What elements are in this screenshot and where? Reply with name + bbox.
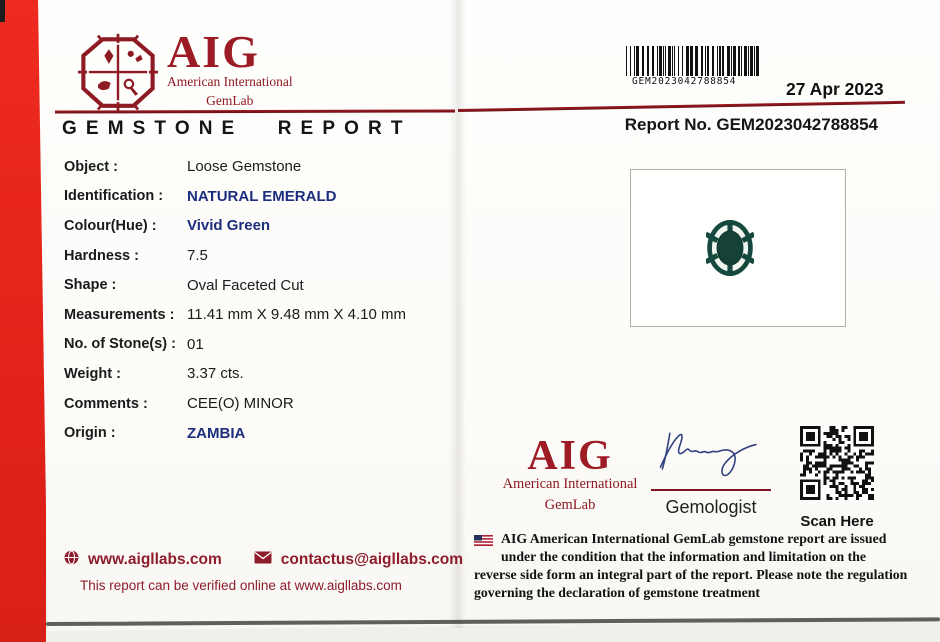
brand-name-line1: American International	[167, 74, 293, 89]
brand-name-line2: GemLab	[206, 93, 254, 108]
field-label: Identification :	[64, 188, 164, 205]
field-label: Colour(Hue) :	[64, 217, 157, 234]
brand-lockup-bottom: AIG American International GemLab	[488, 433, 652, 514]
field-value: NATURAL EMERALD	[187, 187, 337, 205]
brand-acronym: AIG	[527, 433, 613, 479]
field-row-origin: Origin : ZAMBIA	[64, 418, 456, 448]
field-label: Origin :	[64, 425, 116, 442]
field-label: Measurements :	[64, 306, 175, 323]
brand-name-line2: GemLab	[544, 497, 596, 513]
brand-acronym: AIG	[167, 26, 260, 77]
field-value: Vivid Green	[187, 217, 271, 235]
field-row-comments: Comments : CEE(O) MINOR	[64, 389, 456, 419]
field-row-identification: Identification : NATURAL EMERALD	[64, 182, 456, 212]
red-card-backing	[0, 0, 46, 642]
field-row-colour: Colour(Hue) : Vivid Green	[64, 211, 456, 241]
qr-block: Scan Here	[795, 426, 879, 530]
barcode-number: GEM2023042788854	[630, 76, 739, 87]
website-text: www.aigllabs.com	[88, 551, 222, 568]
field-label: Shape :	[64, 277, 117, 294]
barcode-bars	[626, 46, 759, 76]
email-text: contactus@aigllabs.com	[280, 551, 464, 568]
brand-name-line1: American International	[502, 476, 638, 492]
field-row-measurements: Measurements : 11.41 mm X 9.48 mm X 4.10…	[64, 300, 456, 330]
report-number: Report No. GEM2023042788854	[624, 115, 878, 134]
email-icon	[254, 551, 272, 569]
field-label: No. of Stone(s) :	[64, 336, 176, 353]
field-value: 11.41 mm X 9.48 mm X 4.10 mm	[187, 306, 406, 324]
field-label: Comments :	[64, 395, 148, 412]
field-row-weight: Weight : 3.37 cts.	[64, 359, 456, 389]
field-row-shape: Shape : Oval Faceted Cut	[64, 270, 456, 300]
verify-note: This report can be verified online at ww…	[80, 578, 402, 593]
field-row-object: Object : Loose Gemstone	[64, 152, 456, 182]
scan-edge-artifact	[0, 0, 5, 22]
field-value: Loose Gemstone	[187, 158, 302, 176]
signature-line	[651, 489, 771, 491]
field-value: 01	[187, 335, 204, 353]
contact-row: www.aigllabs.com contactus@aigllabs.com	[64, 550, 463, 570]
field-value: 7.5	[187, 247, 208, 265]
field-label: Object :	[64, 158, 118, 175]
field-value: CEE(O) MINOR	[187, 395, 294, 413]
gemologist-signature	[659, 432, 757, 477]
us-flag-icon	[474, 533, 493, 551]
field-label: Weight :	[64, 365, 121, 382]
gemstone-photo	[630, 169, 846, 327]
report-title: GEMSTONE REPORT	[62, 118, 412, 139]
disclaimer-body: AIG American International GemLab gemsto…	[474, 531, 908, 600]
field-value: 3.37 cts.	[187, 365, 244, 383]
report-date: 27 Apr 2023	[786, 79, 884, 99]
globe-icon	[64, 550, 79, 570]
disclaimer-text: AIG American International GemLab gemsto…	[474, 530, 908, 602]
field-value: Oval Faceted Cut	[187, 276, 304, 294]
emerald-gem-icon	[706, 220, 754, 276]
barcode: GEM2023042788854	[624, 46, 764, 87]
field-label: Hardness :	[64, 247, 139, 264]
qr-caption: Scan Here	[800, 513, 874, 530]
qr-code-icon	[800, 426, 874, 500]
brand-lockup-top: AIG American International GemLab	[167, 26, 293, 109]
aig-seal-icon	[72, 32, 164, 119]
field-value: ZAMBIA	[187, 424, 246, 442]
signature-block: Gemologist	[645, 424, 777, 518]
field-row-no-of-stones: No. of Stone(s) : 01	[64, 330, 456, 360]
signature-role: Gemologist	[665, 497, 757, 517]
gemstone-fields: Object : Loose Gemstone Identification :…	[64, 152, 456, 448]
page-fold-crease	[448, 0, 466, 628]
field-row-hardness: Hardness : 7.5	[64, 241, 456, 271]
